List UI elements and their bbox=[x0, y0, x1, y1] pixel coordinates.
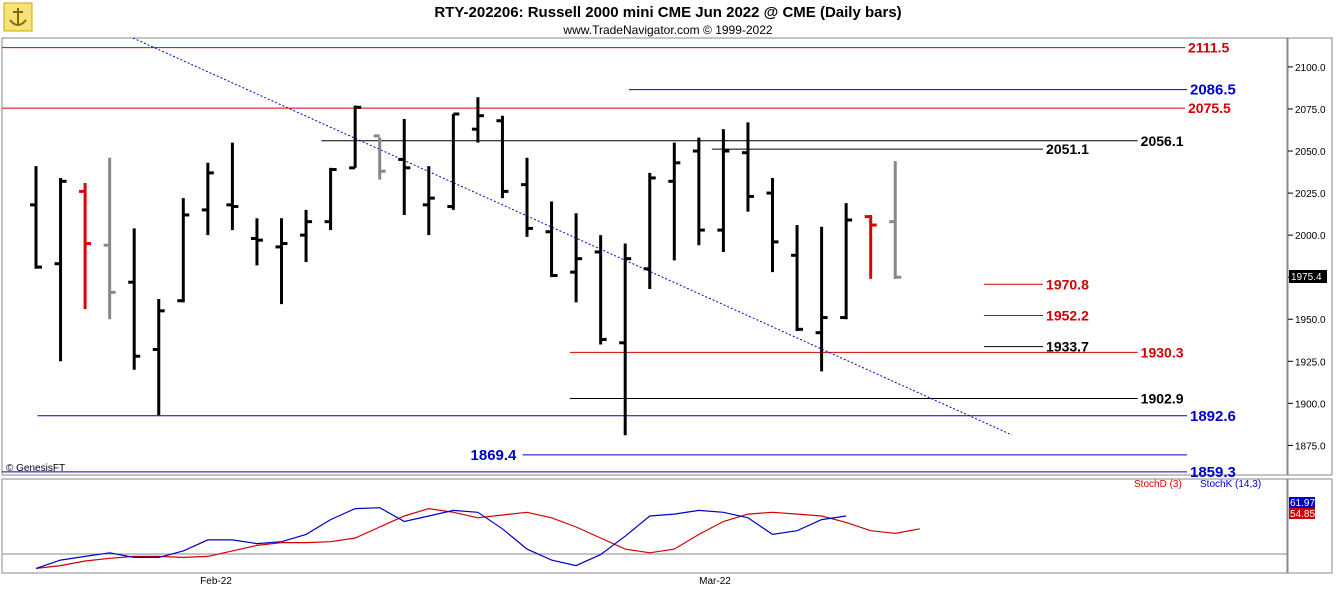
ohlc-bar bbox=[324, 167, 337, 231]
level-label: 1869.4 bbox=[471, 447, 518, 464]
ohlc-bar bbox=[864, 214, 877, 279]
y-tick-label: 2000.0 bbox=[1295, 231, 1326, 242]
ohlc-bar bbox=[717, 129, 730, 252]
ohlc-bar bbox=[815, 226, 828, 372]
ohlc-bar bbox=[496, 115, 509, 199]
stochd-legend: StochD (3) bbox=[1134, 479, 1182, 490]
y-tick-label: 1925.0 bbox=[1295, 357, 1326, 368]
ohlc-bar bbox=[103, 157, 116, 320]
ohlc-bar bbox=[840, 203, 853, 320]
level-label: 1933.7 bbox=[1046, 339, 1089, 355]
ohlc-bar bbox=[54, 177, 67, 362]
ohlc-bar bbox=[152, 299, 165, 416]
ohlc-bar bbox=[300, 209, 313, 263]
level-label: 1952.2 bbox=[1046, 308, 1089, 324]
stoch-last-values: 61.97 54.85 bbox=[1289, 497, 1315, 520]
stoch-series-line bbox=[35, 507, 847, 569]
ohlc-bar bbox=[447, 112, 460, 210]
chart-title: RTY-202206: Russell 2000 mini CME Jun 20… bbox=[434, 4, 901, 21]
stoch-panel bbox=[1, 478, 1288, 574]
ohlc-bar bbox=[373, 134, 386, 180]
ohlc-bar bbox=[619, 243, 632, 436]
level-label: 2086.5 bbox=[1190, 82, 1236, 99]
ohlc-bar bbox=[422, 166, 435, 236]
ohlc-bar bbox=[128, 228, 141, 370]
stochk-legend: StochK (14,3) bbox=[1200, 479, 1261, 490]
ohlc-bar bbox=[79, 182, 92, 310]
x-tick-label: Feb-22 bbox=[200, 576, 232, 587]
logo bbox=[3, 2, 33, 32]
last-price-marker: 1975.4 bbox=[1289, 270, 1327, 283]
watermark: © GenesisFT bbox=[6, 463, 65, 474]
ohlc-bar bbox=[275, 218, 288, 305]
y-tick-label: 1950.0 bbox=[1295, 315, 1326, 326]
price-bars bbox=[30, 97, 902, 436]
stoch-series-line bbox=[35, 507, 920, 569]
level-label: 1859.3 bbox=[1190, 464, 1236, 481]
level-label: 2051.1 bbox=[1046, 141, 1089, 157]
chart-subtitle: www.TradeNavigator.com © 1999-2022 bbox=[562, 23, 772, 37]
ohlc-bar bbox=[250, 218, 263, 266]
level-label: 1970.8 bbox=[1046, 276, 1089, 292]
y-tick-label: 2050.0 bbox=[1295, 147, 1326, 158]
stochk-last: 61.97 bbox=[1290, 498, 1315, 509]
ohlc-bar bbox=[349, 105, 362, 170]
level-label: 2075.5 bbox=[1188, 100, 1231, 116]
stochd-last: 54.85 bbox=[1290, 509, 1315, 520]
ohlc-bar bbox=[766, 177, 779, 273]
x-axis: Feb-22 Mar-22 bbox=[200, 576, 731, 587]
ohlc-bar bbox=[741, 122, 754, 212]
ohlc-bar bbox=[594, 235, 607, 345]
y-tick-label: 2025.0 bbox=[1295, 189, 1326, 200]
level-label: 2056.1 bbox=[1141, 133, 1184, 149]
level-label: 1902.9 bbox=[1141, 390, 1184, 406]
level-label: 1892.6 bbox=[1190, 408, 1236, 425]
ohlc-bar bbox=[643, 172, 656, 289]
ohlc-bar bbox=[692, 137, 705, 246]
ohlc-bar bbox=[668, 142, 681, 261]
ohlc-bar bbox=[889, 161, 902, 279]
ohlc-bar bbox=[201, 162, 214, 236]
stoch-lines bbox=[35, 507, 920, 569]
ohlc-bar bbox=[521, 157, 533, 237]
y-tick-label: 1875.0 bbox=[1295, 441, 1326, 452]
y-tick-label: 1900.0 bbox=[1295, 399, 1326, 410]
ohlc-bar bbox=[398, 119, 411, 215]
ohlc-bar bbox=[30, 166, 42, 269]
ohlc-bar bbox=[545, 201, 558, 278]
level-label: 1930.3 bbox=[1141, 344, 1184, 360]
last-price-label: 1975.4 bbox=[1291, 272, 1322, 283]
ohlc-bar bbox=[226, 142, 239, 231]
y-tick-label: 2075.0 bbox=[1295, 105, 1326, 116]
level-label: 2111.5 bbox=[1188, 40, 1229, 56]
ohlc-bar bbox=[471, 97, 484, 143]
x-tick-label: Mar-22 bbox=[699, 576, 731, 587]
ohlc-bar bbox=[570, 213, 583, 303]
price-panel bbox=[1, 37, 1288, 476]
y-tick-label: 2100.0 bbox=[1295, 63, 1326, 74]
ohlc-bar bbox=[177, 198, 190, 303]
ohlc-bar bbox=[791, 225, 804, 332]
trend-line bbox=[132, 37, 1013, 436]
